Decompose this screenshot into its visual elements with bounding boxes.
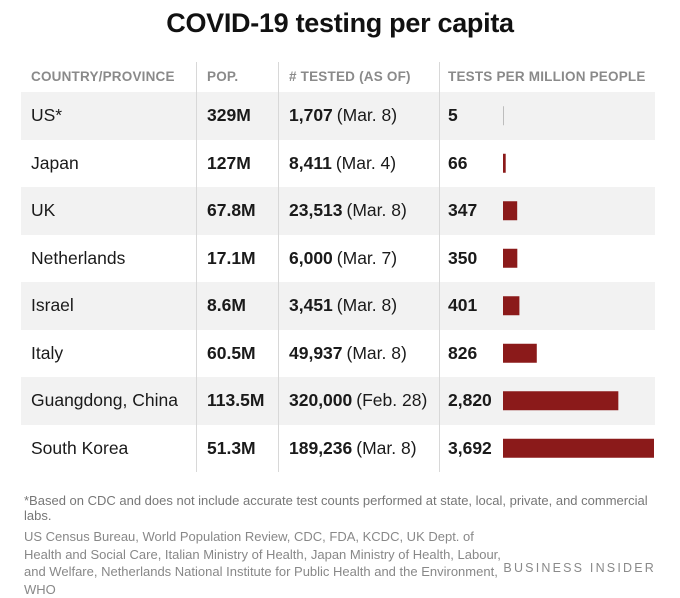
table-header: COUNTRY/PROVINCE POP. # TESTED (AS OF) T… [21,62,655,92]
tested-count: 189,236 [289,437,353,458]
tested-date: (Mar. 4) [335,152,397,173]
tested-date: (Mar. 8) [356,437,417,458]
header-country: COUNTRY/PROVINCE [31,69,175,84]
population-cell: 113.5M [207,390,265,411]
per-million-value: 5 [448,105,458,126]
per-million-value: 826 [448,342,478,363]
bar-netherlands [503,248,518,268]
population-cell: 329M [207,105,251,126]
header-tested: # TESTED (AS OF) [289,69,411,84]
column-divider [196,62,197,472]
tested-count: 8,411 [289,152,332,173]
data-table: COUNTRY/PROVINCE POP. # TESTED (AS OF) T… [21,62,655,472]
bar-japan [503,153,506,173]
bar-israel [503,296,520,316]
tested-cell: 1,707 (Mar. 8) [289,92,397,140]
population-cell: 17.1M [207,247,256,268]
population-cell: 51.3M [207,437,256,458]
tested-count: 1,707 [289,105,333,126]
population-cell: 60.5M [207,342,256,363]
bar-south-korea [503,438,654,458]
country-cell: Italy [31,342,64,363]
population-cell: 67.8M [207,200,256,221]
table-row: Netherlands 17.1M 6,000 (Mar. 7) 350 [21,235,655,283]
country-cell: UK [31,200,56,221]
tested-count: 3,451 [289,295,333,316]
bar-italy [503,343,537,363]
population-cell: 8.6M [207,295,246,316]
bar-uk [503,201,518,221]
tested-count: 23,513 [289,200,343,221]
tested-cell: 49,937 (Mar. 8) [289,330,407,378]
tested-date: (Mar. 8) [336,295,398,316]
bar-us [503,106,504,126]
per-million-value: 347 [448,200,478,221]
tested-date: (Mar. 8) [346,200,407,221]
country-cell: Netherlands [31,247,126,268]
table-row: Italy 60.5M 49,937 (Mar. 8) 826 [21,330,655,378]
tested-date: (Mar. 8) [336,105,398,126]
sources-note: US Census Bureau, World Population Revie… [24,529,501,597]
table-row: South Korea 51.3M 189,236 (Mar. 8) 3,692 [21,425,655,473]
tested-cell: 189,236 (Mar. 8) [289,425,417,473]
footnote: *Based on CDC and does not include accur… [24,493,648,523]
tested-date: (Feb. 28) [356,390,428,411]
tested-cell: 320,000 (Feb. 28) [289,377,427,425]
country-cell: Japan [31,152,79,173]
column-divider [439,62,440,472]
per-million-value: 3,692 [448,437,492,458]
tested-count: 49,937 [289,342,343,363]
brand-logo: BUSINESS INSIDER [503,561,656,575]
country-cell: Guangdong, China [31,390,178,411]
header-pop: POP. [207,69,239,84]
chart-title: COVID-19 testing per capita [166,8,514,38]
table-row: Japan 127M 8,411 (Mar. 4) 66 [21,140,655,188]
tested-date: (Mar. 7) [336,247,398,268]
tested-count: 6,000 [289,247,333,268]
tested-count: 320,000 [289,390,353,411]
per-million-value: 66 [448,152,468,173]
country-cell: South Korea [31,437,129,458]
table-row: US* 329M 1,707 (Mar. 8) 5 [21,92,655,140]
bar-guangdong-china [503,391,619,411]
tested-cell: 3,451 (Mar. 8) [289,282,397,330]
tested-date: (Mar. 8) [346,342,407,363]
column-divider [278,62,279,472]
tested-cell: 8,411 (Mar. 4) [289,140,396,188]
tested-cell: 23,513 (Mar. 8) [289,187,407,235]
population-cell: 127M [207,152,251,173]
table-row: Israel 8.6M 3,451 (Mar. 8) 401 [21,282,655,330]
table-row: UK 67.8M 23,513 (Mar. 8) 347 [21,187,655,235]
country-cell: US* [31,105,63,126]
per-million-value: 401 [448,295,478,316]
tested-cell: 6,000 (Mar. 7) [289,235,397,283]
per-million-value: 350 [448,247,478,268]
country-cell: Israel [31,295,74,316]
per-million-value: 2,820 [448,390,492,411]
table-body: US* 329M 1,707 (Mar. 8) 5 Japan 127M 8,411 (Mar.… [21,92,655,472]
header-per-million: TESTS PER MILLION PEOPLE [448,69,646,84]
